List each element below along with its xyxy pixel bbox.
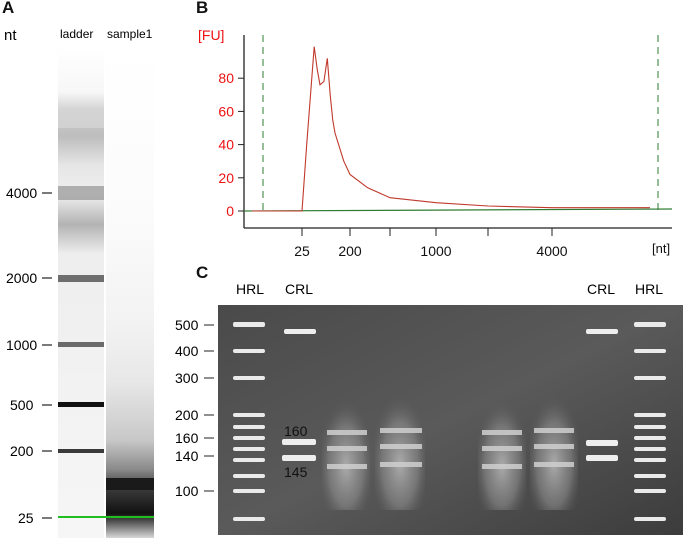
marker-label-25: 25 (18, 510, 34, 526)
inner-label-160: 160 (284, 423, 308, 439)
sample-bands (327, 428, 574, 469)
gel-size-500: 500 (175, 317, 199, 333)
crl-right-bands (586, 329, 618, 461)
smear-lane-4 (375, 395, 425, 510)
gel-background (218, 305, 683, 535)
top-label-crl-right: CRL (587, 281, 615, 297)
gel-size-160: 160 (175, 430, 199, 446)
electropherogram-chart: [FU] [nt] 0 20 40 60 80 25 200 1000 4000 (198, 27, 673, 259)
gel-size-300: 300 (175, 370, 199, 386)
ladder-band-200 (58, 449, 104, 453)
y-tick-label: 80 (218, 70, 234, 86)
gel-size-100: 100 (175, 483, 199, 499)
marker-label-200: 200 (10, 443, 34, 459)
top-label-hrl-right: HRL (635, 281, 663, 297)
y-tick-label: 0 (226, 203, 234, 219)
marker-label-500: 500 (10, 397, 34, 413)
sample1-lane (106, 48, 154, 538)
lane-label-sample1: sample1 (107, 27, 153, 41)
hrl-left-bands (233, 322, 265, 521)
smear-lane-6 (478, 400, 526, 510)
ladder-band-top (58, 108, 104, 128)
panel-letter-b: B (196, 0, 209, 17)
y-tick-label: 60 (218, 103, 234, 119)
panel-c-gel: HRL CRL CRL HRL (175, 281, 683, 535)
marker-label-2000: 2000 (6, 270, 37, 286)
ladder-band-1000 (58, 342, 104, 347)
gel-size-140: 140 (175, 448, 199, 464)
ladder-band-2000 (58, 275, 104, 282)
ladder-band-4000 (58, 186, 104, 200)
gel-size-200: 200 (175, 407, 199, 423)
x-tick-label: 200 (338, 243, 362, 259)
marker-label-4000: 4000 (6, 185, 37, 201)
baseline (243, 208, 673, 212)
top-label-hrl-left: HRL (236, 281, 264, 297)
x-tick-label: 25 (294, 243, 310, 259)
x-axis-label: [nt] (652, 241, 670, 256)
ladder-bands (58, 108, 104, 453)
y-axis-label: [FU] (198, 27, 224, 43)
panel-a-size-markers: 4000 2000 1000 500 200 25 (6, 185, 52, 526)
smear-lane-3 (322, 400, 370, 510)
gel-size-400: 400 (175, 343, 199, 359)
smear-lane-7 (530, 395, 578, 510)
marker-label-1000: 1000 (6, 337, 37, 353)
sample1-band (106, 478, 154, 490)
panel-letter-c: C (196, 263, 209, 282)
y-tick-label: 40 (218, 137, 234, 153)
inner-label-145: 145 (284, 464, 308, 480)
ladder-band-500 (58, 402, 104, 407)
panel-letter-a: A (2, 0, 15, 17)
x-tick-label: 4000 (536, 243, 567, 259)
crl-left-bands (282, 329, 316, 461)
gel-size-markers: 500 400 300 200 160 140 100 (175, 317, 214, 499)
ladder-lane (58, 48, 104, 538)
y-tick-label: 20 (218, 170, 234, 186)
top-label-crl-left: CRL (285, 281, 313, 297)
hrl-right-bands (634, 322, 666, 521)
trace-line (252, 46, 650, 212)
panel-a-unit-label: nt (4, 27, 17, 44)
x-tick-label: 1000 (420, 243, 451, 259)
chart-marks: 0 20 40 60 80 25 200 1000 4000 (218, 35, 673, 259)
lane-label-ladder: ladder (60, 27, 93, 41)
